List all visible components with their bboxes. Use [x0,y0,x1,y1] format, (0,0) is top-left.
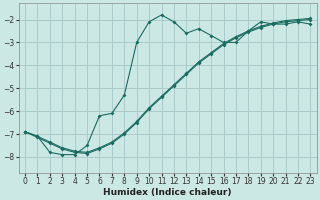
X-axis label: Humidex (Indice chaleur): Humidex (Indice chaleur) [103,188,232,197]
